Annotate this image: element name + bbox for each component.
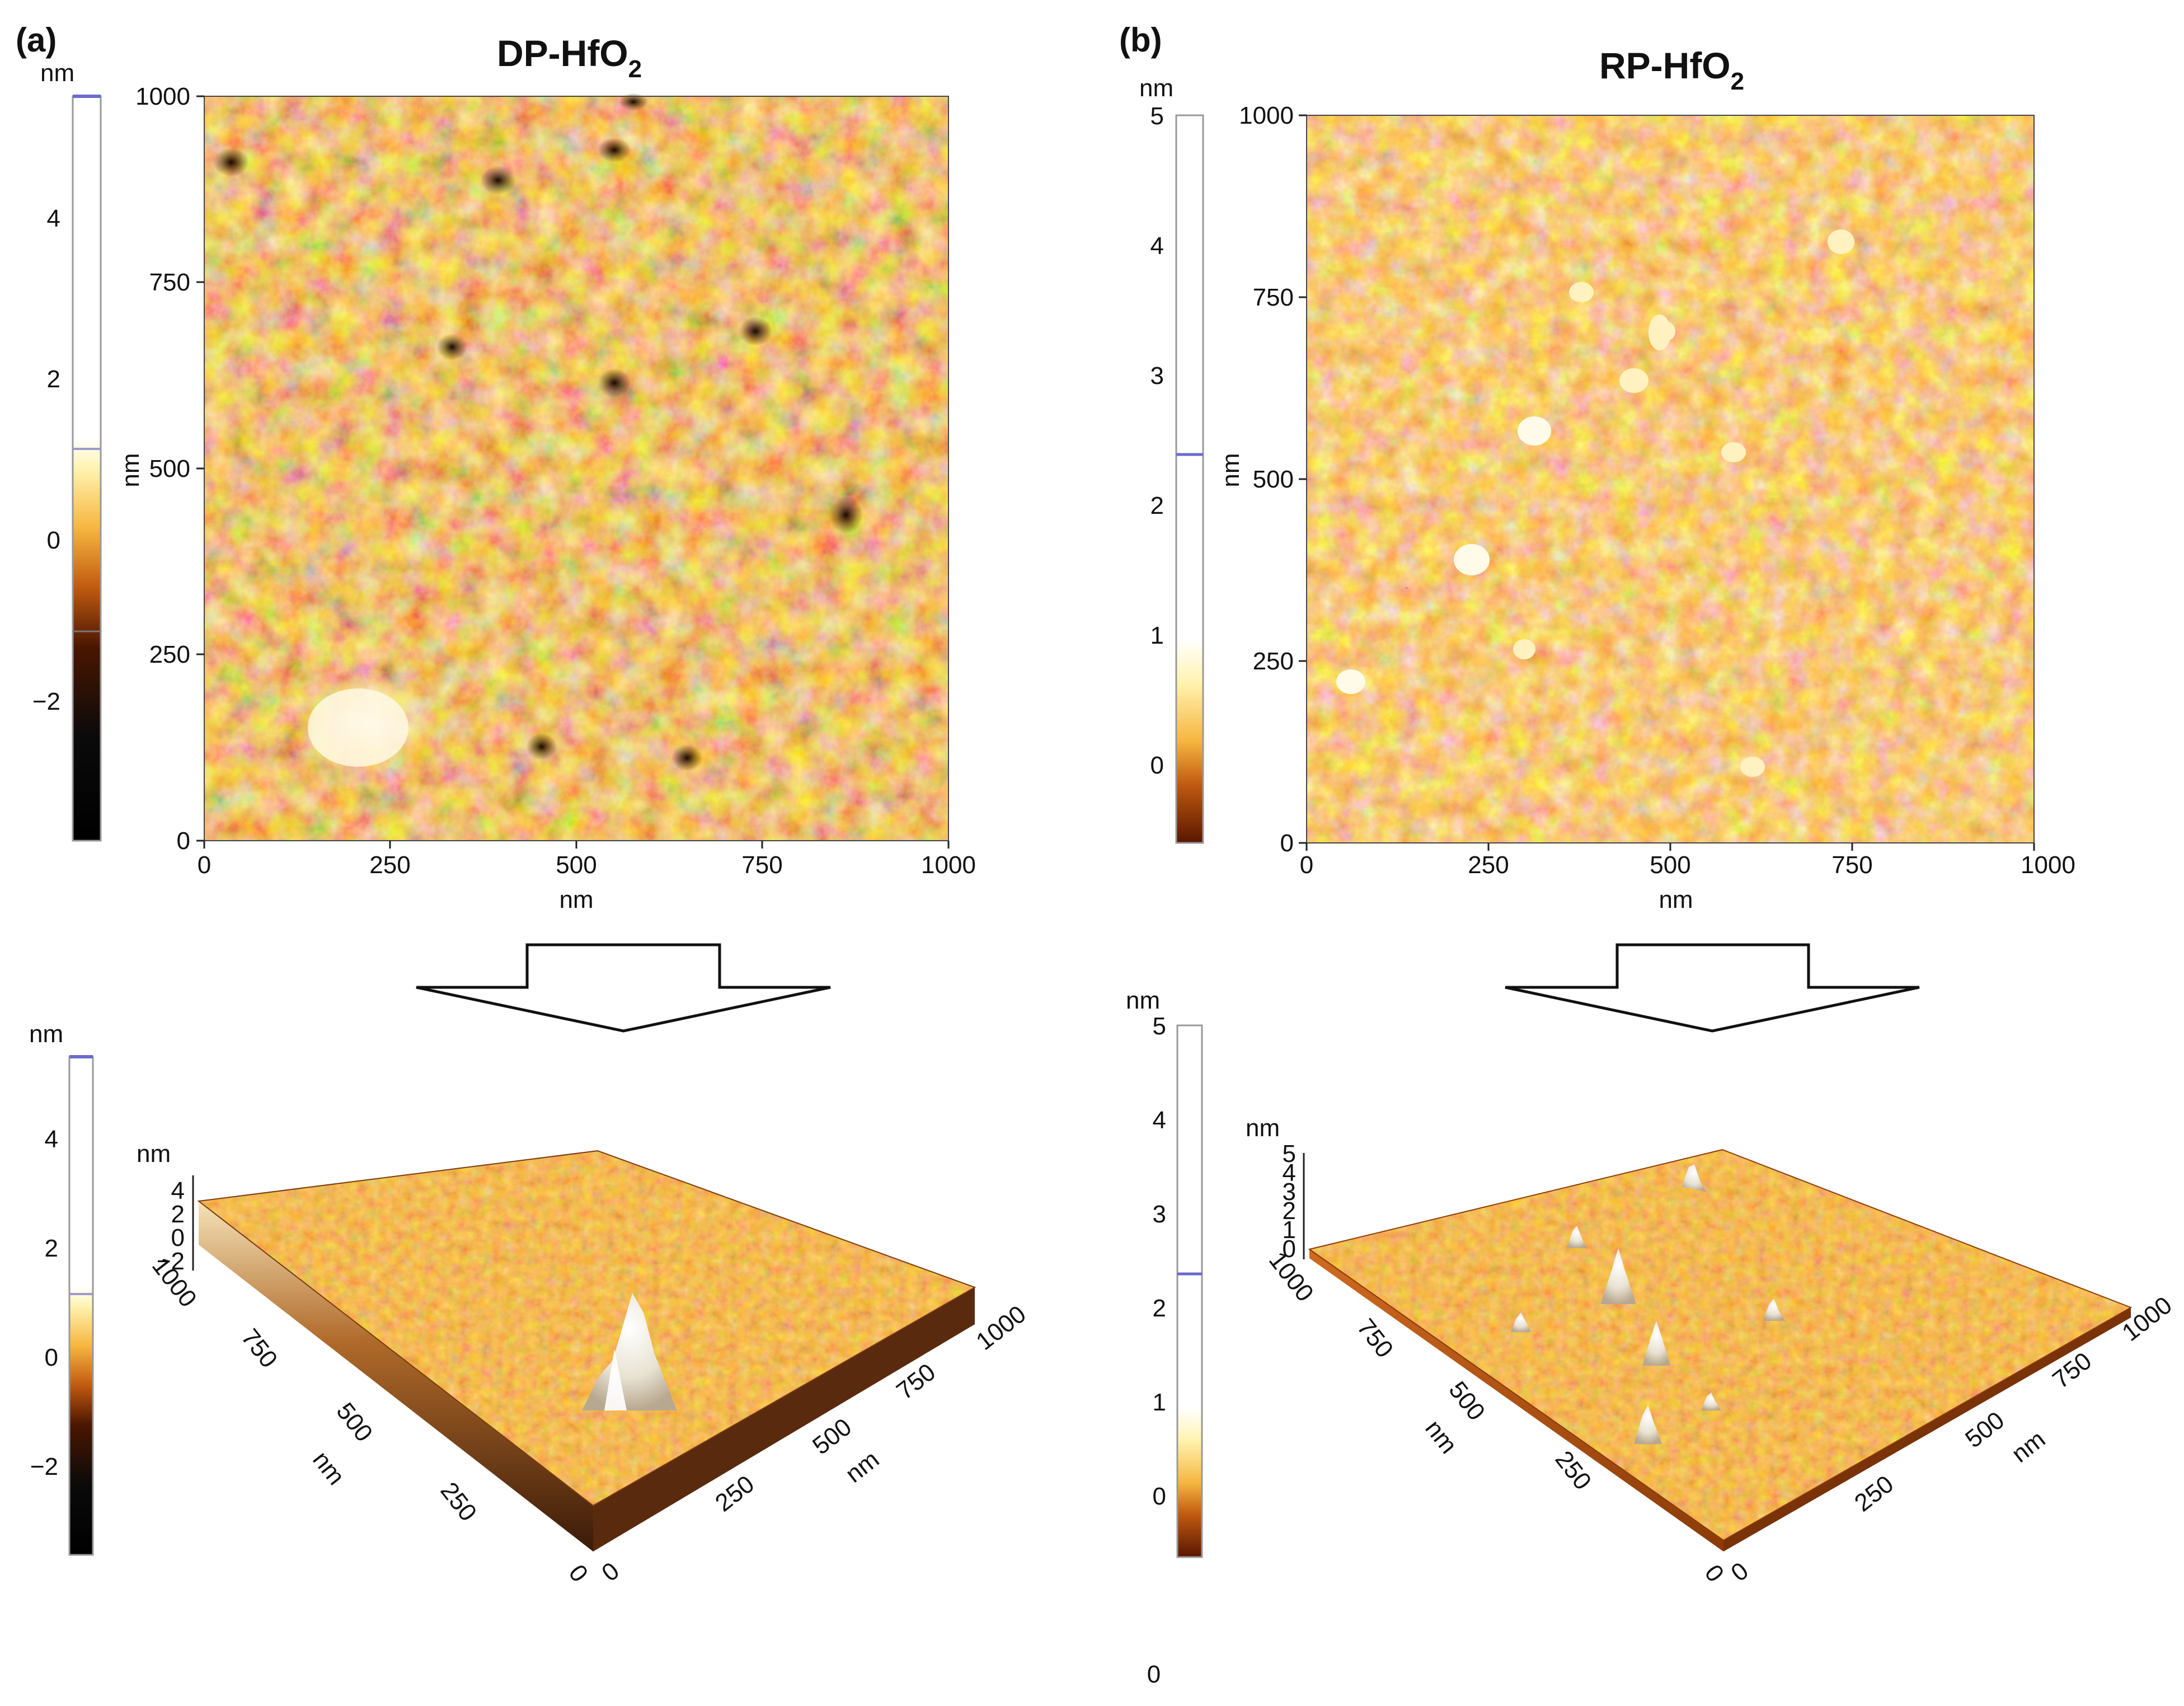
panel-a-bottom-tick-4: 4 (45, 1126, 58, 1153)
panel-b-surface-right-tick-0: 0 (1726, 1557, 1753, 1587)
panel-a-surface-left-tick-0: 0 (563, 1559, 594, 1587)
panel-a-title: DP-HfO2 (497, 32, 642, 83)
panel-b-colorbar-tick-1: 1 (1150, 622, 1164, 649)
panel-a-colorbar: nm 4 2 0 −2 (32, 59, 102, 842)
panel-b-surface-z-tick-0: 0 (1283, 1235, 1296, 1263)
panel-b-map-x-tick-500: 500 (1650, 851, 1690, 879)
panel-a-map-y-tick-500: 500 (149, 455, 190, 482)
panel-b-surface-z-tick-1: 1 (1283, 1216, 1296, 1244)
panel-a-surface-z-tick-4: 4 (171, 1177, 185, 1204)
panel-b-colorbar-tick-2: 2 (1150, 492, 1164, 519)
panel-b-surface-z-tick-5: 5 (1283, 1140, 1296, 1168)
panel-a-surface-z-unit: nm (137, 1140, 171, 1168)
panel-b-surface-z-tick-2: 2 (1283, 1197, 1296, 1225)
panel-a-map-y-tick-750: 750 (149, 269, 190, 296)
panel-a-surface-right-tick-0: 0 (597, 1557, 624, 1587)
panel-b-map-y-tick-750: 750 (1253, 284, 1294, 311)
panel-a-surface-z-tick-neg2: −2 (157, 1248, 185, 1275)
panel-b-map-x-tick-1000: 1000 (2021, 851, 2075, 879)
panel-a-surface-left-tick-500: 500 (331, 1398, 378, 1447)
panel-a-map-y-tick-0: 0 (177, 827, 190, 855)
panel-b-surface-z-unit: nm (1246, 1114, 1280, 1142)
panel-b-colorbar: nm 5 4 3 2 1 0 (1139, 74, 1204, 844)
stray-zero-label: 0 (1147, 1661, 1161, 1688)
panel-b-bottom-colorbar: nm 5 4 3 2 1 0 (1126, 987, 1203, 1558)
panel-a-map-x-label: nm (559, 886, 593, 913)
panel-b-surface-right-tick-250: 250 (1849, 1470, 1899, 1517)
panel-b-surface-z-tick-3: 3 (1283, 1178, 1296, 1206)
panel-b-bottom-tick-3: 3 (1153, 1201, 1166, 1228)
panel-b-map-x-tick-0: 0 (1300, 851, 1313, 879)
panel-b-afm-map: 0 250 500 750 1000 nm 0 250 500 750 1000… (1217, 102, 2075, 913)
panel-a-afm-map: 0 250 500 750 1000 nm 0 250 500 750 1000… (117, 83, 976, 913)
panel-b-colorbar-unit: nm (1139, 74, 1173, 102)
panel-b-colorbar-tick-0: 0 (1150, 752, 1164, 779)
panel-b-surface-left-tick-500: 500 (1444, 1376, 1491, 1426)
panel-b-surface-left-tick-750: 750 (1352, 1314, 1399, 1363)
panel-b-title: RP-HfO2 (1599, 45, 1744, 95)
panel-a-colorbar-tick-2: 2 (47, 365, 60, 393)
panel-a-colorbar-tick-0: 0 (47, 527, 60, 554)
panel-a-letter: (a) (16, 21, 57, 59)
panel-b: (b) RP-HfO2 nm 5 4 3 2 1 0 (1119, 21, 2177, 1587)
panel-b-down-arrow (1505, 943, 1920, 1033)
panel-b-map-y-tick-0: 0 (1280, 829, 1294, 857)
panel-b-colorbar-tick-3: 3 (1150, 362, 1164, 390)
panel-a-map-x-tick-250: 250 (369, 851, 410, 879)
panel-b-bottom-tick-1: 1 (1153, 1389, 1166, 1416)
panel-a-bottom-colorbar-unit: nm (29, 1020, 63, 1048)
panel-b-surface-right-tick-1000: 1000 (2117, 1291, 2177, 1347)
panel-a-map-y-tick-1000: 1000 (135, 83, 190, 110)
panel-a-3d-surface: nm 4 2 0 −2 1000 750 500 250 0 nm 0 250 … (137, 1140, 1031, 1587)
panel-a-map-x-tick-1000: 1000 (921, 851, 976, 879)
panel-b-bottom-tick-2: 2 (1153, 1295, 1166, 1322)
panel-b-surface-z-tick-4: 4 (1283, 1159, 1296, 1187)
panel-b-map-y-label: nm (1217, 453, 1244, 487)
panel-a-surface-left-tick-750: 750 (236, 1324, 283, 1373)
panel-a-surface-left-label: nm (307, 1446, 350, 1490)
panel-a-map-x-tick-750: 750 (741, 851, 782, 879)
panel-b-surface-right-tick-500: 500 (1960, 1407, 2009, 1454)
panel-b-map-x-tick-750: 750 (1831, 851, 1872, 879)
panel-b-colorbar-tick-4: 4 (1150, 232, 1164, 260)
panel-b-letter: (b) (1119, 21, 1162, 59)
panel-b-map-y-tick-250: 250 (1253, 648, 1294, 675)
panel-a-down-arrow (416, 943, 831, 1033)
panel-b-surface-right-label: nm (2007, 1425, 2050, 1468)
panel-a-surface-right-tick-1000: 1000 (971, 1300, 1031, 1356)
panel-b-surface-left-label: nm (1420, 1415, 1462, 1459)
panel-b-bottom-colorbar-unit: nm (1126, 987, 1160, 1014)
panel-b-map-x-label: nm (1659, 886, 1693, 913)
panel-b-surface-left-tick-0: 0 (1699, 1559, 1730, 1587)
panel-a-surface-right-tick-500: 500 (807, 1413, 857, 1460)
panel-b-map-y-tick-1000: 1000 (1239, 102, 1294, 129)
panel-a-map-y-tick-250: 250 (149, 641, 190, 668)
panel-b-map-x-tick-250: 250 (1468, 851, 1509, 879)
panel-a-surface-left-tick-250: 250 (435, 1477, 482, 1526)
panel-a-bottom-tick-2: 2 (45, 1235, 58, 1262)
panel-a-bottom-colorbar: nm 4 2 0 −2 (29, 1020, 94, 1556)
panel-b-bottom-tick-4: 4 (1153, 1107, 1166, 1134)
panel-a: (a) DP-HfO2 nm 4 2 0 −2 (16, 21, 1031, 1587)
panel-a-colorbar-tick-neg2: −2 (32, 688, 60, 715)
panel-a-map-y-label: nm (117, 453, 144, 487)
panel-a-surface-z-tick-0: 0 (171, 1224, 185, 1252)
panel-a-bottom-tick-0: 0 (45, 1344, 58, 1371)
panel-a-surface-right-label: nm (840, 1445, 884, 1488)
panel-b-bottom-tick-5: 5 (1153, 1013, 1166, 1040)
panel-a-map-x-tick-500: 500 (556, 851, 597, 879)
panel-b-bottom-tick-0: 0 (1153, 1483, 1166, 1510)
panel-a-bottom-tick-neg2: −2 (30, 1453, 58, 1480)
panel-a-colorbar-unit: nm (40, 59, 74, 87)
panel-b-3d-surface: nm 5 4 3 2 1 0 1000 750 500 250 0 nm 0 2… (1246, 1114, 2177, 1587)
panel-b-colorbar-tick-5: 5 (1150, 102, 1164, 130)
panel-a-map-x-tick-0: 0 (198, 851, 211, 879)
panel-b-map-y-tick-500: 500 (1253, 466, 1294, 493)
panel-a-colorbar-tick-4: 4 (47, 205, 60, 232)
panel-a-surface-z-tick-2: 2 (171, 1201, 185, 1228)
